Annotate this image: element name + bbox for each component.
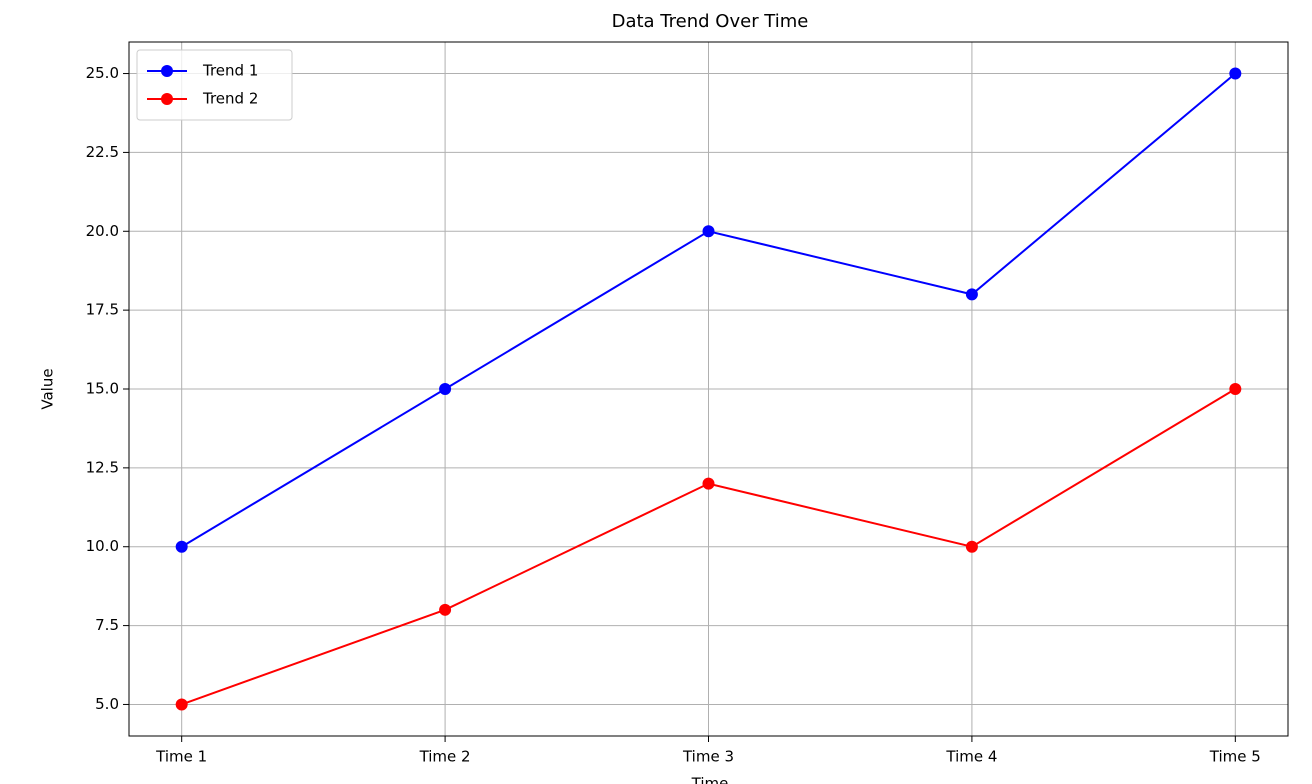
data-point bbox=[965, 288, 978, 301]
plot-frame bbox=[128, 41, 1289, 737]
y-tick-label: 17.5 bbox=[86, 301, 119, 319]
x-tick-label: Time 1 bbox=[155, 748, 207, 766]
data-point bbox=[175, 540, 188, 553]
data-point bbox=[1229, 67, 1242, 80]
y-tick-label: 5.0 bbox=[95, 695, 119, 713]
x-tick-label: Time 4 bbox=[945, 748, 997, 766]
x-axis-label: Time bbox=[691, 775, 729, 784]
data-point bbox=[439, 603, 452, 616]
data-point bbox=[702, 225, 715, 238]
y-tick-label: 22.5 bbox=[86, 143, 119, 161]
y-tick-label: 15.0 bbox=[86, 380, 119, 398]
x-tick-label: Time 2 bbox=[419, 748, 471, 766]
legend-box bbox=[136, 49, 293, 121]
data-point bbox=[965, 540, 978, 553]
data-point bbox=[1229, 383, 1242, 395]
y-tick-label: 10.0 bbox=[86, 537, 119, 555]
chart-title: Data Trend Over Time bbox=[612, 11, 809, 32]
legend-marker bbox=[161, 93, 173, 105]
x-tick-label: Time 3 bbox=[682, 748, 734, 766]
legend-marker bbox=[161, 65, 173, 77]
y-tick-label: 12.5 bbox=[86, 458, 119, 476]
y-tick-label: 7.5 bbox=[95, 616, 119, 634]
y-axis-label: Value bbox=[39, 368, 57, 409]
y-tick-label: 20.0 bbox=[86, 222, 119, 240]
data-point bbox=[439, 383, 452, 395]
y-tick-label: 25.0 bbox=[86, 64, 119, 82]
data-point bbox=[702, 477, 715, 490]
legend-label: Trend 2 bbox=[202, 90, 258, 108]
x-tick-label: Time 5 bbox=[1209, 748, 1261, 766]
legend-label: Trend 1 bbox=[202, 62, 258, 80]
data-point bbox=[175, 698, 188, 711]
